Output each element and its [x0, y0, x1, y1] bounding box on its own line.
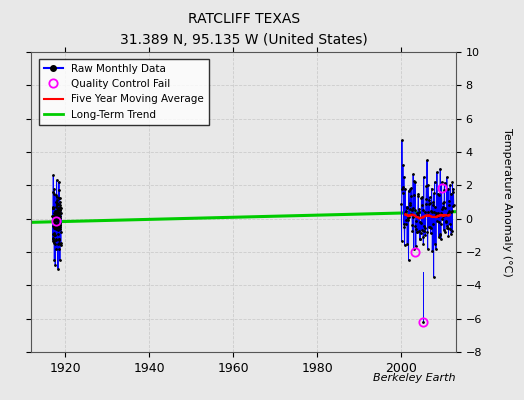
Title: RATCLIFF TEXAS
31.389 N, 95.135 W (United States): RATCLIFF TEXAS 31.389 N, 95.135 W (Unite…	[120, 12, 367, 47]
Legend: Raw Monthly Data, Quality Control Fail, Five Year Moving Average, Long-Term Tren: Raw Monthly Data, Quality Control Fail, …	[39, 59, 209, 125]
Y-axis label: Temperature Anomaly (°C): Temperature Anomaly (°C)	[501, 128, 511, 276]
Text: Berkeley Earth: Berkeley Earth	[374, 373, 456, 383]
